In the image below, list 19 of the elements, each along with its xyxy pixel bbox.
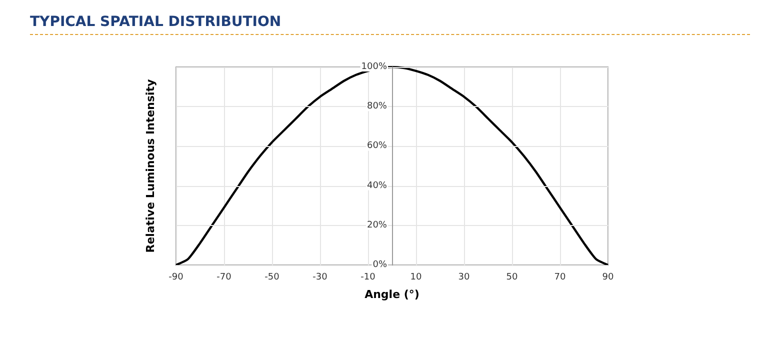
y-tick-label: 0% (372, 260, 388, 270)
y-tick-label: 60% (366, 141, 388, 152)
y-tick-label: 80% (366, 102, 388, 112)
x-axis-title: Angle (°) (364, 288, 420, 301)
x-tick-label: 10 (410, 272, 422, 282)
x-tick-label: -50 (264, 272, 280, 282)
x-tick-label: 70 (554, 272, 566, 282)
y-tick-label: 40% (366, 180, 388, 191)
chart-title: TYPICAL SPATIAL DISTRIBUTION (30, 8, 750, 35)
x-tick-label: -10 (360, 272, 376, 282)
x-tick-label: 50 (506, 272, 518, 282)
x-tick-label: -90 (168, 272, 184, 282)
x-tick-label: 30 (458, 272, 470, 282)
x-tick-label: -30 (312, 272, 328, 282)
x-tick-label: -70 (216, 272, 232, 282)
y-axis-title: Relative Luminous Intensity (144, 79, 157, 253)
y-tick-label: 100% (361, 62, 388, 72)
x-tick-label: 90 (602, 272, 614, 282)
y-tick-label: 20% (366, 220, 388, 230)
